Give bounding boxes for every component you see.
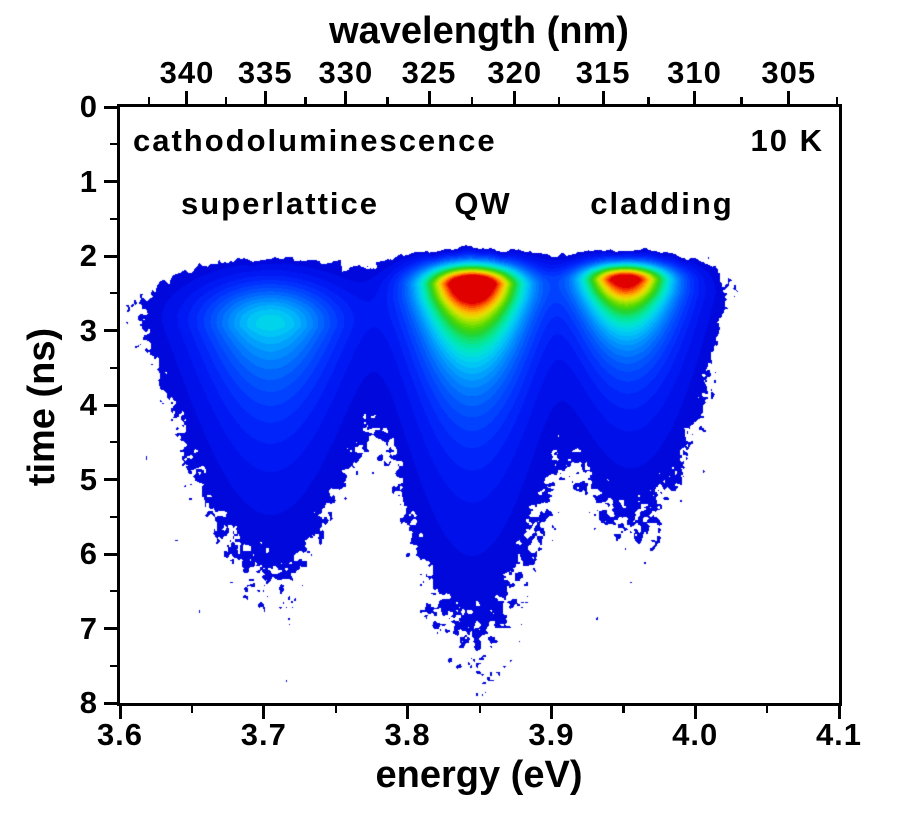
y-minor-tick <box>110 590 117 593</box>
y-minor-tick <box>110 143 117 146</box>
wavelength-tick-label: 310 <box>667 55 722 90</box>
x-minor-tick <box>766 706 769 713</box>
top-axis-title: wavelength (nm) <box>329 10 629 52</box>
y-minor-tick <box>110 664 117 667</box>
wavelength-major-tick <box>263 91 267 104</box>
x-tick-label: 3.6 <box>96 717 144 752</box>
x-major-tick <box>262 706 266 719</box>
y-major-tick <box>104 552 117 556</box>
y-major-tick <box>104 403 117 407</box>
annotation-temperature: 10 K <box>750 123 824 158</box>
x-major-tick <box>693 706 697 719</box>
y-major-tick <box>104 105 117 109</box>
x-minor-tick <box>190 706 194 713</box>
annotation-band-superlattice: superlattice <box>180 186 380 221</box>
y-tick-label: 7 <box>79 610 98 646</box>
y-minor-tick <box>110 366 117 369</box>
y-tick-label: 2 <box>79 238 98 273</box>
wavelength-tick-label: 315 <box>575 55 631 90</box>
y-tick-label: 5 <box>79 461 98 497</box>
y-tick-label: 6 <box>79 536 98 571</box>
y-tick-label: 3 <box>79 312 98 348</box>
y-major-tick <box>104 329 117 332</box>
y-minor-tick <box>110 515 117 518</box>
wavelength-major-tick <box>513 91 517 104</box>
annotation-band-cladding: cladding <box>590 186 734 221</box>
y-tick-label: 1 <box>79 163 98 199</box>
heatmap-canvas <box>120 107 839 703</box>
wavelength-minor-tick <box>740 97 743 104</box>
x-major-tick <box>837 706 841 719</box>
y-major-tick <box>104 180 117 183</box>
y-tick-label: 0 <box>79 89 98 124</box>
wavelength-tick-label: 335 <box>237 55 293 90</box>
x-tick-label: 4.1 <box>815 717 863 752</box>
wavelength-major-tick <box>692 91 696 104</box>
x-minor-tick <box>334 706 338 713</box>
x-tick-label: 3.9 <box>528 717 575 752</box>
wavelength-tick-label: 340 <box>159 55 215 90</box>
wavelength-major-tick <box>344 91 348 104</box>
y-major-tick <box>104 627 117 630</box>
wavelength-minor-tick <box>304 97 307 104</box>
x-tick-label: 3.8 <box>384 717 431 752</box>
x-major-tick <box>549 706 553 719</box>
wavelength-major-tick <box>601 91 605 104</box>
left-axis-title: time (ns) <box>21 327 63 487</box>
wavelength-minor-tick <box>386 97 389 104</box>
wavelength-tick-label: 305 <box>761 55 817 90</box>
annotation-technique: cathodoluminescence <box>133 123 497 158</box>
wavelength-major-tick <box>185 91 189 104</box>
wavelength-minor-tick <box>147 97 151 104</box>
x-tick-label: 3.7 <box>240 717 287 752</box>
x-major-tick <box>118 706 122 719</box>
wavelength-minor-tick <box>557 97 560 104</box>
wavelength-minor-tick <box>470 97 473 104</box>
y-tick-label: 8 <box>79 685 98 720</box>
wavelength-minor-tick <box>224 97 228 104</box>
x-minor-tick <box>622 706 625 713</box>
annotation-band-qw: QW <box>454 186 512 221</box>
y-tick-label: 4 <box>79 387 98 422</box>
bottom-axis-title: energy (eV) <box>375 754 583 796</box>
x-tick-label: 4.0 <box>672 717 719 752</box>
wavelength-major-tick <box>427 91 431 104</box>
wavelength-tick-label: 325 <box>401 55 457 90</box>
y-major-tick <box>104 254 117 258</box>
y-major-tick <box>104 478 117 481</box>
wavelength-minor-tick <box>836 97 839 104</box>
x-major-tick <box>406 706 410 719</box>
y-minor-tick <box>110 217 117 220</box>
y-major-tick <box>104 701 117 705</box>
wavelength-tick-label: 330 <box>318 55 374 90</box>
y-minor-tick <box>110 292 117 295</box>
wavelength-minor-tick <box>647 97 650 104</box>
y-minor-tick <box>110 441 117 444</box>
x-minor-tick <box>478 706 481 713</box>
wavelength-tick-label: 320 <box>487 55 543 90</box>
wavelength-major-tick <box>787 91 791 104</box>
